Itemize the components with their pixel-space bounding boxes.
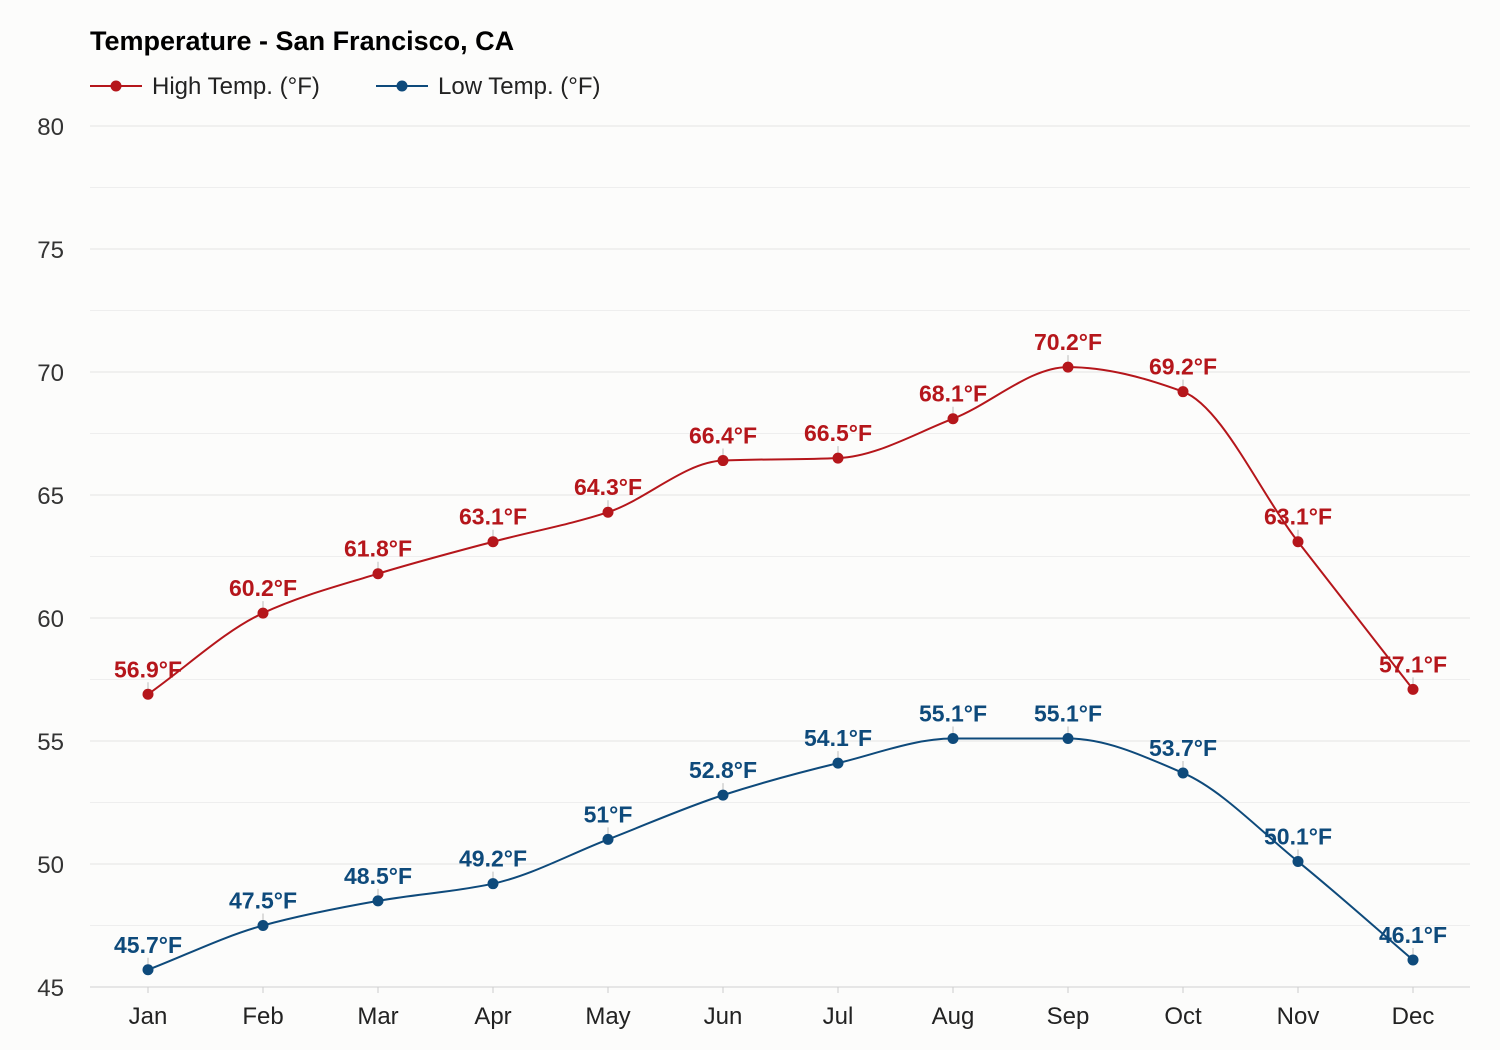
x-tick-label: Feb bbox=[242, 1003, 283, 1030]
high-temp-data-label: 61.8°F bbox=[344, 536, 412, 562]
low-temp-point[interactable] bbox=[717, 789, 729, 801]
chart-title: Temperature - San Francisco, CA bbox=[90, 26, 514, 56]
y-tick-label: 80 bbox=[37, 114, 64, 141]
high-temp-data-label: 57.1°F bbox=[1379, 651, 1447, 677]
x-axis: Jan Feb Mar Apr May Jun Jul Aug Sep Oct Nov Dec bbox=[129, 987, 1435, 1030]
x-tick-label: Jun bbox=[704, 1003, 743, 1030]
low-temp-data-label: 55.1°F bbox=[919, 701, 987, 727]
high-temp-data-label: 66.5°F bbox=[804, 420, 872, 446]
low-temp-data-label: 51°F bbox=[584, 801, 633, 827]
low-temp-data-label: 47.5°F bbox=[229, 888, 297, 914]
high-temp-point[interactable] bbox=[257, 607, 269, 619]
high-temp-point[interactable] bbox=[832, 452, 844, 464]
low-temp-data-label: 49.2°F bbox=[459, 846, 527, 872]
high-temp-data-label: 60.2°F bbox=[229, 575, 297, 601]
high-temp-line bbox=[147, 366, 1414, 696]
series-high: 56.9°F 60.2°F 61.8°F 63.1°F 64.3°F 66.4°F 66.5… bbox=[114, 329, 1447, 700]
x-tick-label: Dec bbox=[1392, 1003, 1435, 1030]
y-tick-label: 60 bbox=[37, 606, 64, 633]
legend-item-high[interactable]: High Temp. (°F) bbox=[90, 73, 320, 100]
low-temp-point[interactable] bbox=[602, 833, 614, 845]
x-tick-label: Mar bbox=[357, 1003, 398, 1030]
high-temp-data-label: 63.1°F bbox=[1264, 504, 1332, 530]
low-temp-data-label: 55.1°F bbox=[1034, 701, 1102, 727]
low-temp-point[interactable] bbox=[832, 757, 844, 769]
y-tick-label: 65 bbox=[37, 483, 64, 510]
low-temp-point[interactable] bbox=[257, 920, 269, 931]
low-temp-point[interactable] bbox=[372, 895, 384, 907]
y-tick-label: 55 bbox=[37, 729, 64, 756]
y-tick-label: 45 bbox=[37, 975, 64, 1002]
high-temp-point[interactable] bbox=[142, 688, 154, 700]
legend-high-marker bbox=[110, 80, 122, 92]
low-temp-point[interactable] bbox=[1177, 767, 1189, 779]
low-temp-data-label: 54.1°F bbox=[804, 725, 872, 751]
high-temp-point[interactable] bbox=[487, 536, 499, 548]
series-low: 45.7°F 47.5°F 48.5°F 49.2°F 51°F 52.8°F 54.1°F… bbox=[114, 701, 1447, 976]
low-temp-line bbox=[147, 737, 1414, 971]
high-temp-data-label: 70.2°F bbox=[1034, 329, 1102, 355]
y-tick-label: 50 bbox=[37, 852, 64, 879]
low-temp-point[interactable] bbox=[487, 878, 499, 890]
high-temp-data-label: 56.9°F bbox=[114, 656, 182, 682]
high-temp-point[interactable] bbox=[372, 568, 384, 580]
high-temp-data-label: 66.4°F bbox=[689, 423, 757, 449]
y-tick-label: 75 bbox=[37, 237, 64, 264]
low-temp-data-label: 52.8°F bbox=[689, 757, 757, 783]
low-temp-point[interactable] bbox=[1407, 954, 1419, 966]
low-temp-data-label: 48.5°F bbox=[344, 863, 412, 889]
high-temp-point[interactable] bbox=[602, 506, 614, 518]
high-temp-point[interactable] bbox=[1062, 361, 1074, 373]
high-temp-point[interactable] bbox=[717, 455, 729, 467]
low-temp-data-label: 45.7°F bbox=[114, 932, 182, 958]
high-temp-data-label: 63.1°F bbox=[459, 504, 527, 530]
plot-area: 56.9°F 60.2°F 61.8°F 63.1°F 64.3°F 66.4°F 66.5… bbox=[114, 329, 1447, 976]
high-temp-data-label: 64.3°F bbox=[574, 474, 642, 500]
low-temp-point[interactable] bbox=[142, 964, 154, 976]
high-temp-point[interactable] bbox=[1292, 536, 1304, 548]
legend: High Temp. (°F) Low Temp. (°F) bbox=[90, 73, 601, 100]
low-temp-point[interactable] bbox=[1292, 856, 1304, 868]
legend-low-marker bbox=[396, 80, 408, 92]
x-tick-label: Sep bbox=[1047, 1003, 1090, 1030]
x-tick-label: Apr bbox=[474, 1003, 511, 1030]
legend-item-low[interactable]: Low Temp. (°F) bbox=[376, 73, 601, 100]
high-temp-data-label: 68.1°F bbox=[919, 381, 987, 407]
x-tick-label: Aug bbox=[932, 1003, 975, 1030]
low-temp-data-label: 50.1°F bbox=[1264, 824, 1332, 850]
x-tick-label: May bbox=[585, 1003, 630, 1030]
x-tick-label: Nov bbox=[1277, 1003, 1320, 1030]
y-axis: 45 50 55 60 65 70 75 80 bbox=[37, 114, 64, 1002]
y-tick-label: 70 bbox=[37, 360, 64, 387]
x-tick-label: Jul bbox=[823, 1003, 854, 1030]
low-temp-data-label: 53.7°F bbox=[1149, 735, 1217, 761]
gridlines bbox=[90, 125, 1470, 988]
high-temp-point[interactable] bbox=[1407, 683, 1419, 695]
x-tick-label: Jan bbox=[129, 1003, 168, 1030]
legend-low-label: Low Temp. (°F) bbox=[438, 73, 601, 100]
high-temp-point[interactable] bbox=[947, 413, 959, 425]
x-tick-label: Oct bbox=[1164, 1003, 1202, 1030]
legend-high-label: High Temp. (°F) bbox=[152, 73, 320, 100]
low-temp-data-label: 46.1°F bbox=[1379, 922, 1447, 948]
high-temp-point[interactable] bbox=[1177, 386, 1189, 398]
low-temp-point[interactable] bbox=[1062, 733, 1074, 745]
low-temp-point[interactable] bbox=[947, 733, 959, 745]
high-temp-data-label: 69.2°F bbox=[1149, 354, 1217, 380]
